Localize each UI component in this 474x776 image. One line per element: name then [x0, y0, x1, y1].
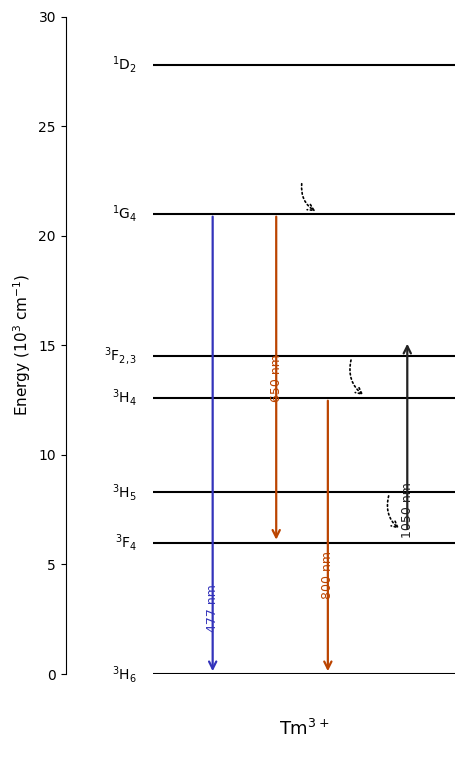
Text: 1050 nm: 1050 nm	[401, 482, 414, 538]
Y-axis label: Energy ($10^3$ cm$^{-1}$): Energy ($10^3$ cm$^{-1}$)	[11, 274, 33, 417]
Text: $^3$H$_5$: $^3$H$_5$	[112, 482, 137, 503]
Text: $^1$D$_2$: $^1$D$_2$	[112, 54, 137, 75]
Text: $^1$G$_4$: $^1$G$_4$	[112, 203, 137, 224]
Text: $^3$H$_6$: $^3$H$_6$	[112, 663, 137, 684]
Text: 800 nm: 800 nm	[321, 552, 334, 599]
Text: $^3$F$_4$: $^3$F$_4$	[115, 532, 137, 553]
Text: $^3$H$_4$: $^3$H$_4$	[112, 387, 137, 408]
Text: Tm$^{3+}$: Tm$^{3+}$	[279, 719, 329, 739]
Text: $^3$F$_{2,3}$: $^3$F$_{2,3}$	[104, 345, 137, 367]
Text: 650 nm: 650 nm	[270, 354, 283, 402]
Text: 477 nm: 477 nm	[206, 584, 219, 632]
